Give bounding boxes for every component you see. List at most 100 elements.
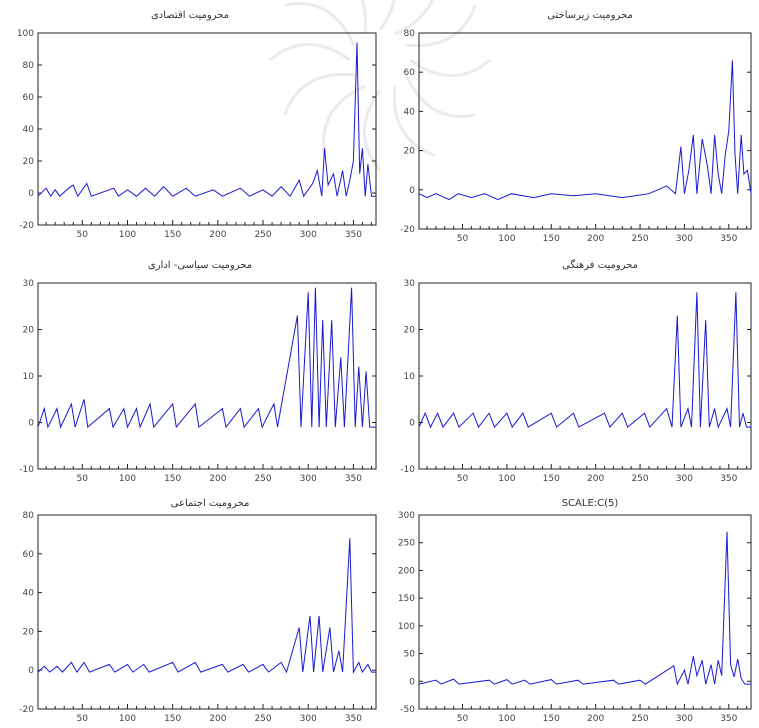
chart-panel-6: SCALE:C(5) -50 0 50 100 150 200 250 300 50 100 150 2… (398, 498, 752, 724)
y-tick-label: 100 (398, 622, 415, 632)
y-tick-label: 60 (23, 550, 35, 560)
watermark-petal (392, 85, 436, 157)
y-tick-label: 20 (404, 147, 416, 157)
y-tick-label: 300 (398, 511, 415, 521)
y-tick-label: -50 (400, 705, 415, 715)
y-tick-label: 20 (404, 326, 416, 336)
x-tick-label: 250 (631, 234, 648, 244)
x-tick-label: 300 (300, 714, 317, 724)
watermark-petal (409, 58, 491, 78)
y-tick-label: 0 (409, 677, 415, 687)
y-tick-label: 20 (23, 157, 35, 167)
x-tick-label: 50 (77, 230, 89, 240)
series-line (418, 292, 751, 429)
x-tick-label: 300 (300, 474, 317, 484)
y-tick-label: 10 (23, 372, 35, 382)
y-tick-label: -20 (400, 225, 415, 235)
watermark (269, 0, 491, 171)
series-line (37, 287, 376, 429)
watermark-petal (405, 4, 477, 48)
y-tick-label: 0 (409, 419, 415, 429)
x-tick-label: 200 (587, 474, 604, 484)
y-tick-label: -10 (19, 465, 34, 475)
plot-frame (418, 514, 752, 710)
x-tick-label: 100 (498, 474, 515, 484)
watermark-petal (284, 2, 356, 46)
x-tick-label: 150 (543, 714, 560, 724)
plot-frame (37, 514, 377, 710)
y-tick-label: 80 (23, 61, 35, 71)
chart-panel-2: محرومیت زیرساختی -20 0 20 40 60 80 50 100 150 200 2… (400, 10, 752, 244)
plot-frame (418, 32, 752, 230)
y-tick-label: 150 (398, 594, 415, 604)
chart-panel-5: محرومیت اجتماعی -20 0 20 40 60 80 50 100 150 200 25… (19, 498, 377, 724)
y-tick-label: -20 (19, 705, 34, 715)
x-tick-label: 50 (457, 234, 469, 244)
plot-frame (418, 282, 752, 470)
x-tick-label: 350 (345, 230, 362, 240)
series-line (418, 60, 752, 201)
watermark-petal (404, 74, 476, 118)
y-tick-label: 40 (404, 107, 416, 117)
x-tick-label: 150 (164, 474, 181, 484)
x-tick-label: 150 (164, 714, 181, 724)
y-tick-label: 0 (28, 189, 34, 199)
x-tick-label: 250 (254, 230, 271, 240)
y-tick-label: 0 (28, 419, 34, 429)
x-tick-label: 250 (631, 474, 648, 484)
y-tick-label: 50 (404, 650, 416, 660)
x-tick-label: 300 (300, 230, 317, 240)
watermark-petal (269, 42, 351, 62)
y-tick-label: 0 (409, 186, 415, 196)
watermark-petal (283, 72, 355, 116)
series-line (418, 531, 751, 686)
y-tick-label: 200 (398, 566, 415, 576)
x-tick-label: 250 (254, 714, 271, 724)
chart-panel-3: محرومیت سیاسی- اداری -10 0 10 20 30 50 100 150 20… (19, 260, 377, 484)
series-line (37, 538, 376, 674)
x-tick-label: 200 (209, 230, 226, 240)
chart-panel-4: محرومیت فرهنگی -10 0 10 20 30 50 100 150 200 250 30… (400, 259, 752, 484)
x-tick-label: 100 (498, 234, 515, 244)
x-tick-label: 200 (587, 234, 604, 244)
chart-title: محرومیت اجتماعی (171, 498, 250, 509)
x-tick-label: 200 (587, 714, 604, 724)
x-tick-label: 350 (345, 474, 362, 484)
x-tick-label: 150 (543, 234, 560, 244)
chart-panel-1: محرومیت اقتصادی -20 0 20 40 60 80 100 50 100 150 20… (17, 10, 377, 240)
x-tick-label: 200 (209, 474, 226, 484)
y-tick-label: 100 (17, 29, 34, 39)
x-tick-label: 350 (345, 714, 362, 724)
x-tick-label: 100 (119, 474, 136, 484)
x-tick-label: 250 (254, 474, 271, 484)
chart-title: محرومیت سیاسی- اداری (148, 260, 252, 271)
x-tick-label: 100 (119, 714, 136, 724)
chart-title: محرومیت فرهنگی (562, 259, 638, 271)
y-tick-label: 10 (404, 372, 416, 382)
x-tick-label: 50 (457, 714, 469, 724)
watermark-petal (394, 0, 434, 36)
x-tick-label: 150 (164, 230, 181, 240)
x-tick-label: 350 (720, 474, 737, 484)
plot-frame (37, 282, 377, 470)
chart-title: محرومیت اقتصادی (151, 10, 229, 21)
y-tick-label: 30 (404, 279, 416, 289)
y-tick-label: 40 (23, 589, 35, 599)
y-tick-label: -20 (19, 221, 34, 231)
watermark-petal (378, 0, 396, 31)
x-tick-label: 200 (209, 714, 226, 724)
watermark-petal (360, 0, 368, 35)
x-tick-label: 150 (543, 474, 560, 484)
y-tick-label: 30 (23, 279, 35, 289)
x-tick-label: 100 (498, 714, 515, 724)
x-tick-label: 300 (676, 474, 693, 484)
x-tick-label: 300 (676, 234, 693, 244)
y-tick-label: 40 (23, 125, 35, 135)
y-tick-label: 80 (404, 29, 416, 39)
x-tick-label: 350 (720, 714, 737, 724)
x-tick-label: 50 (77, 474, 89, 484)
x-tick-label: 300 (676, 714, 693, 724)
y-tick-label: -10 (400, 465, 415, 475)
x-tick-label: 100 (119, 230, 136, 240)
